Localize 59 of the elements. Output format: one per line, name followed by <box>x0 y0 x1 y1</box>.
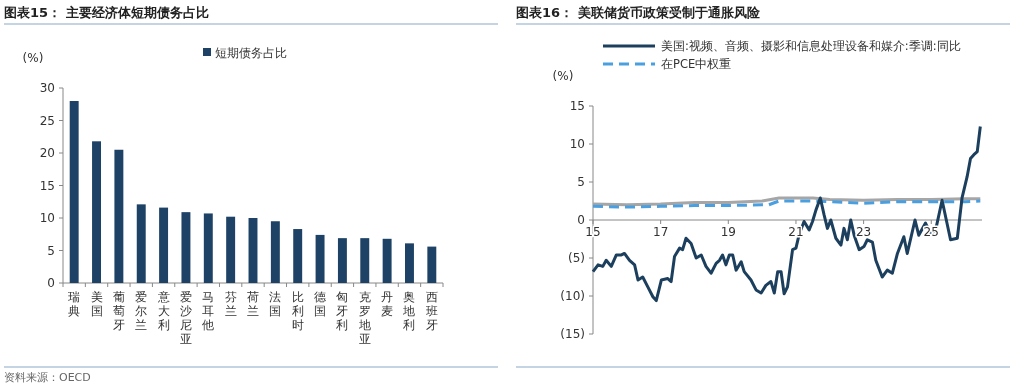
x-tick-label: 23 <box>855 225 872 239</box>
x-tick-label: 美国 <box>90 290 103 318</box>
bar <box>337 238 347 283</box>
bar <box>226 216 236 283</box>
legend-label: 短期债务占比 <box>215 46 287 60</box>
x-tick-label: 奥地利 <box>402 290 416 332</box>
bar <box>92 141 101 283</box>
x-tick-label: 丹麦 <box>381 290 394 318</box>
y-tick-label: (15) <box>560 327 585 341</box>
x-tick-label: 德国 <box>314 290 327 318</box>
bar <box>427 246 437 283</box>
bar <box>181 212 191 283</box>
x-tick-label: 瑞典 <box>68 290 81 318</box>
chart-title: 图表15： 主要经济体短期债务占比 <box>4 5 209 20</box>
bar <box>159 207 169 283</box>
y-tick-label: 5 <box>47 243 55 258</box>
x-tick-label: 荷兰 <box>247 290 259 318</box>
y-tick-label: (10) <box>560 289 585 303</box>
x-tick-label: 比利时 <box>291 290 304 332</box>
x-tick-label: 19 <box>720 225 736 239</box>
y-axis-title: (%) <box>552 69 574 83</box>
x-tick-label: 葡萄牙 <box>112 290 125 332</box>
bar <box>315 234 325 283</box>
bar <box>270 221 280 283</box>
x-tick-label: 17 <box>653 225 669 239</box>
x-tick-label: 法国 <box>269 290 282 318</box>
x-tick-label: 马耳他 <box>202 290 215 332</box>
bar <box>293 229 303 283</box>
y-tick-label: 25 <box>39 113 55 128</box>
chart-title: 图表16： 美联储货币政策受制于通胀风险 <box>516 5 761 20</box>
legend-label: 美国:视频、音频、摄影和信息处理设备和媒介:季调:同比 <box>661 39 961 53</box>
x-tick-label: 匈牙利 <box>336 290 349 332</box>
x-tick-label: 意大利 <box>156 290 170 332</box>
bar <box>203 213 213 283</box>
y-tick-label: 20 <box>39 146 55 160</box>
bar <box>136 204 146 283</box>
y-tick-label: 0 <box>47 276 55 290</box>
bar <box>360 238 370 283</box>
y-tick-label: 10 <box>39 211 55 225</box>
x-tick-label: 爱尔兰 <box>135 290 148 332</box>
x-tick-label: 西班牙 <box>425 290 438 332</box>
bar <box>69 101 79 283</box>
y-tick-label: 15 <box>39 178 55 193</box>
y-tick-label: 5 <box>577 175 585 189</box>
y-tick-label: 30 <box>39 81 55 95</box>
y-tick-label: 0 <box>577 213 585 227</box>
y-axis-title: (%) <box>22 51 44 65</box>
y-tick-label: 10 <box>569 137 585 151</box>
x-tick-label: 芬兰 <box>224 290 237 318</box>
x-tick-label: 克罗地亚 <box>357 290 371 346</box>
bar <box>114 149 124 283</box>
legend-label: 在PCE中权重 <box>661 57 732 71</box>
y-tick-label: 15 <box>569 99 585 113</box>
text: 资料来源：OECD <box>4 371 91 384</box>
x-tick-label: 爱沙尼亚 <box>179 290 192 346</box>
bar <box>248 218 258 283</box>
bar <box>405 243 414 283</box>
bar <box>382 238 392 283</box>
y-tick-label: (5) <box>568 251 585 265</box>
